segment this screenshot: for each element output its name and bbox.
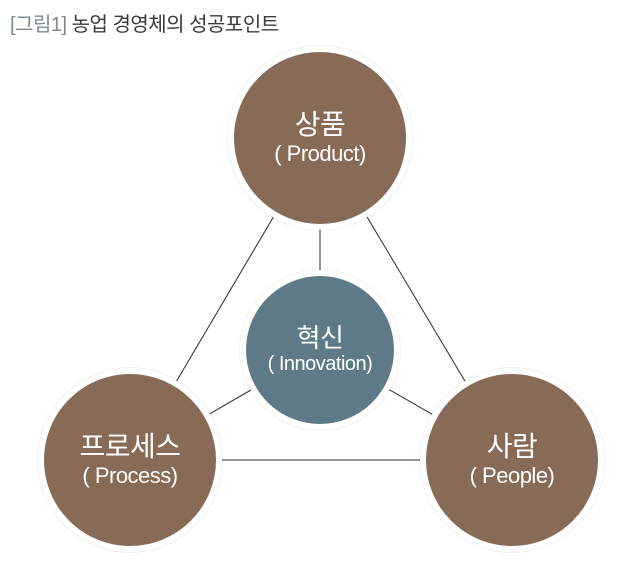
node-process: 프로세스( Process)	[38, 368, 222, 552]
node-innovation-label-en: ( Innovation)	[268, 353, 373, 376]
node-process-label-ko: 프로세스	[79, 431, 180, 463]
diagram-canvas: 상품( Product)프로세스( Process)사람( People)혁신(…	[0, 30, 640, 571]
node-innovation: 혁신( Innovation)	[240, 270, 400, 430]
node-people: 사람( People)	[420, 368, 604, 552]
node-product-label-ko: 상품	[295, 109, 346, 141]
node-people-label-ko: 사람	[487, 431, 538, 463]
node-product: 상품( Product)	[228, 46, 412, 230]
node-product-label-en: ( Product)	[274, 141, 366, 166]
node-people-label-en: ( People)	[470, 463, 555, 488]
node-innovation-label-ko: 혁신	[297, 324, 344, 354]
node-process-label-en: ( Process)	[82, 463, 177, 488]
